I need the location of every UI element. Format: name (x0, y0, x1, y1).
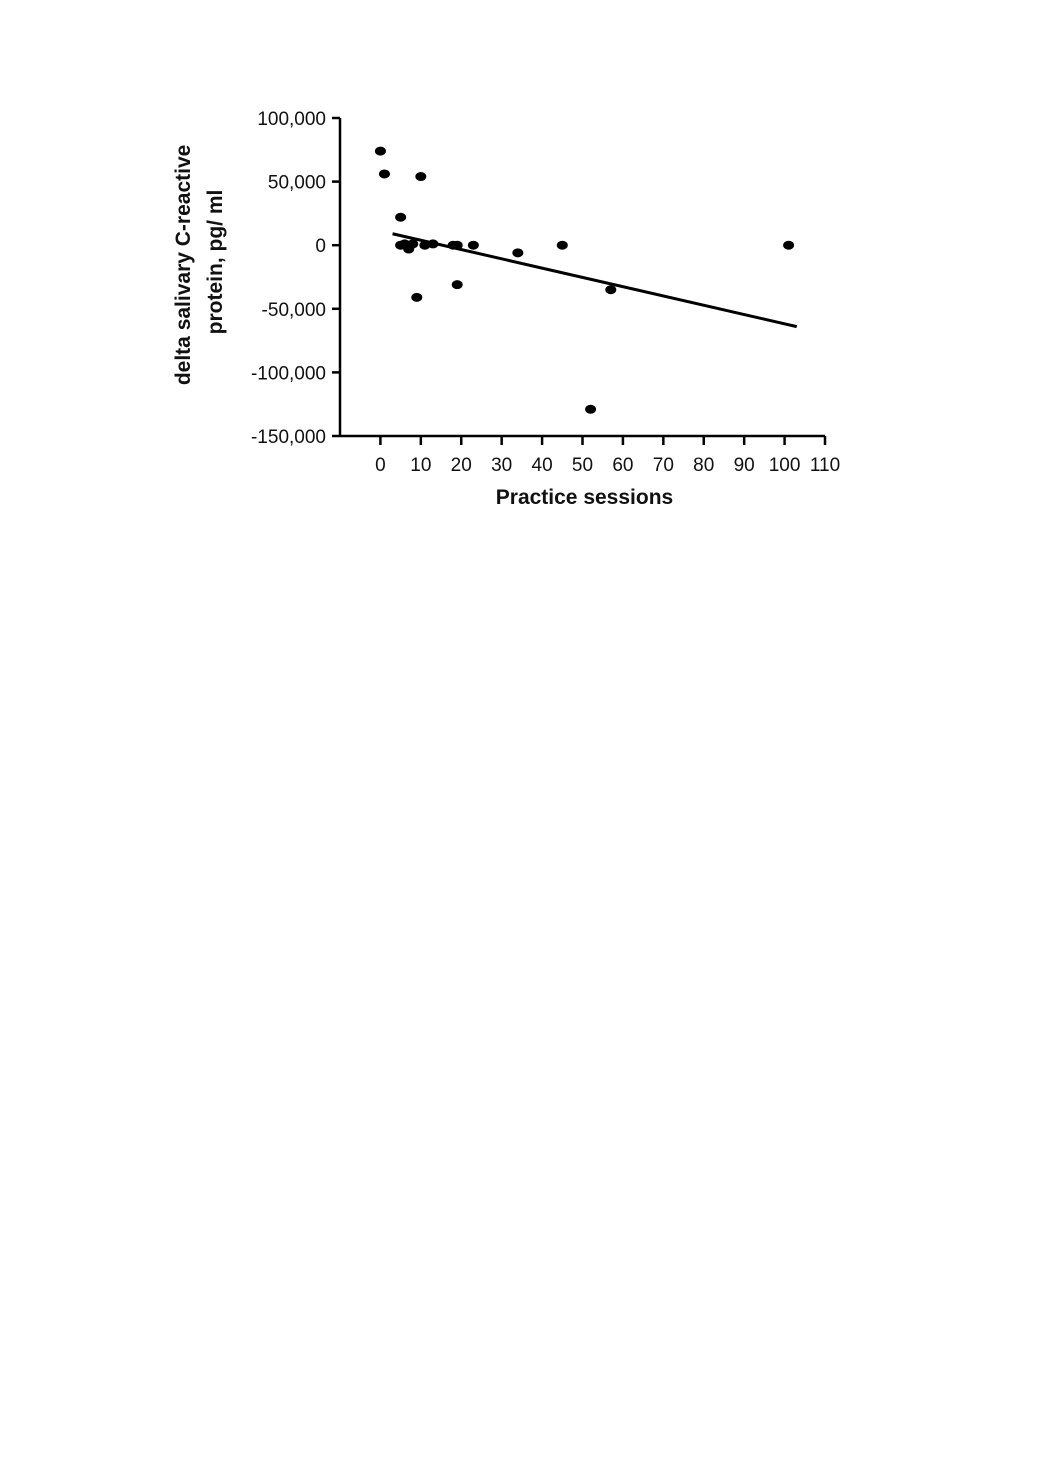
data-point (451, 240, 463, 250)
data-point (407, 239, 419, 249)
y-tick-label: -50,000 (262, 300, 326, 321)
x-ticks: 0 10 20 30 40 50 60 70 80 90 100 110 (375, 436, 840, 476)
trend-layer (392, 232, 798, 329)
y-tick-label: 100,000 (257, 109, 326, 130)
data-point (467, 240, 479, 250)
x-tick-label: 90 (734, 455, 755, 476)
x-tick-label: 10 (410, 455, 431, 476)
x-tick-label: 80 (693, 455, 714, 476)
y-axis-title: delta salivary C-reactive protein, pg/ m… (172, 139, 227, 385)
data-point (427, 239, 439, 249)
data-point (395, 212, 407, 222)
x-tick-label: 50 (572, 455, 593, 476)
data-point (415, 172, 427, 182)
x-tick-label: 60 (612, 455, 633, 476)
data-point (585, 404, 597, 414)
x-tick-label: 30 (491, 455, 512, 476)
x-axis: 0 10 20 30 40 50 60 70 80 90 100 110 (340, 434, 840, 476)
data-point (411, 292, 423, 302)
data-point (374, 146, 386, 156)
data-point (378, 169, 390, 179)
data-point (605, 285, 617, 295)
x-tick-label: 40 (532, 455, 553, 476)
x-axis-title: Practice sessions (496, 486, 673, 509)
y-axis-title-line-2: protein, pg/ ml (204, 190, 227, 335)
x-tick-label: 20 (451, 455, 472, 476)
y-ticks: 100,000 50,000 0 -50,000 -100,000 -150,000 (251, 109, 340, 448)
data-point (783, 240, 795, 250)
y-tick-label: -150,000 (251, 427, 326, 448)
x-tick-label: 70 (653, 455, 674, 476)
x-tick-label: 110 (810, 455, 840, 476)
data-point (512, 248, 524, 258)
data-points (374, 146, 795, 414)
data-point (451, 280, 463, 290)
regression-line (392, 232, 798, 329)
x-tick-label: 0 (375, 455, 386, 476)
x-tick-label: 100 (769, 455, 801, 476)
y-tick-label: 0 (315, 236, 326, 257)
y-axis-title-line-1: delta salivary C-reactive (172, 145, 195, 385)
y-tick-label: 50,000 (268, 173, 326, 194)
y-tick-label: -100,000 (251, 363, 326, 384)
data-point (556, 240, 568, 250)
y-axis: 100,000 50,000 0 -50,000 -100,000 -150,000 (251, 109, 342, 448)
